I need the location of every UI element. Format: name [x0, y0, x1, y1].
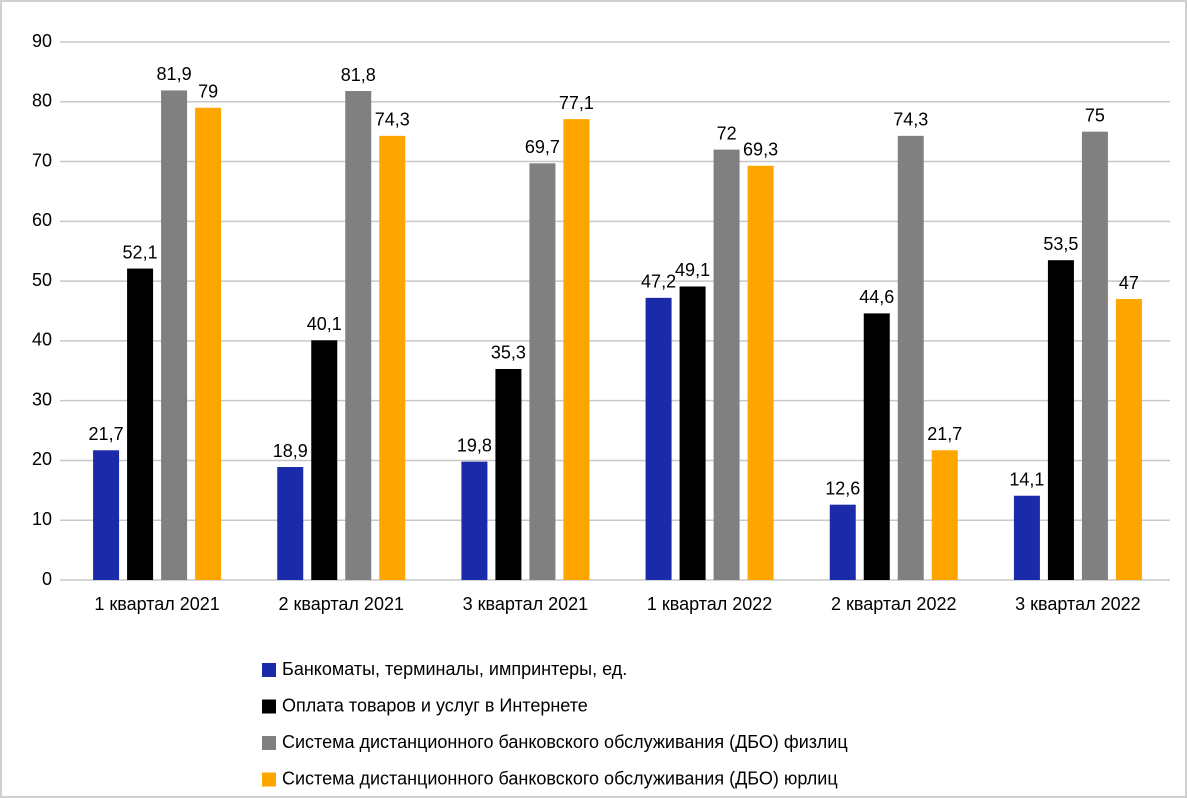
x-tick-label: 2 квартал 2022: [831, 594, 956, 614]
bar: [897, 135, 924, 580]
data-label: 35,3: [491, 343, 526, 363]
bar: [379, 135, 406, 580]
x-tick-label: 3 квартал 2021: [463, 594, 588, 614]
y-tick-label: 40: [32, 330, 52, 350]
bar: [679, 286, 706, 580]
y-tick-label: 80: [32, 91, 52, 111]
data-label: 18,9: [273, 441, 308, 461]
data-label: 49,1: [675, 260, 710, 280]
y-tick-label: 0: [42, 569, 52, 589]
legend-swatch: [262, 699, 276, 714]
bar: [747, 165, 774, 581]
bar: [931, 450, 958, 580]
bar: [277, 467, 304, 580]
data-label: 77,1: [559, 93, 594, 113]
data-label: 81,9: [157, 64, 192, 84]
data-label: 69,7: [525, 137, 560, 157]
data-label: 12,6: [825, 478, 860, 498]
bar: [1013, 495, 1040, 580]
bar: [311, 340, 338, 580]
legend-label: Система дистанционного банковского обслу…: [282, 768, 838, 788]
x-tick-label: 2 квартал 2021: [279, 594, 404, 614]
x-tick-label: 3 квартал 2022: [1015, 594, 1140, 614]
data-label: 81,8: [341, 65, 376, 85]
bar: [1081, 131, 1108, 580]
y-tick-label: 20: [32, 449, 52, 469]
bar: [863, 313, 890, 580]
data-label: 79: [198, 82, 218, 102]
bar: [127, 268, 154, 580]
bar: [195, 107, 222, 580]
data-label: 74,3: [893, 110, 928, 130]
y-tick-label: 90: [32, 31, 52, 51]
y-tick-label: 70: [32, 150, 52, 170]
bar: [563, 119, 590, 580]
data-label: 21,7: [89, 424, 124, 444]
data-label: 40,1: [307, 314, 342, 334]
bar: [495, 368, 522, 580]
bar: [713, 149, 740, 580]
data-label: 47: [1119, 273, 1139, 293]
legend-label: Оплата товаров и услуг в Интернете: [282, 695, 588, 715]
data-label: 44,6: [859, 287, 894, 307]
data-label: 72: [717, 123, 737, 143]
bar: [1047, 260, 1074, 580]
bar: [345, 91, 372, 581]
legend-swatch: [262, 663, 276, 677]
bar: [93, 450, 120, 580]
data-label: 69,3: [743, 139, 778, 159]
legend-label: Система дистанционного банковского обслу…: [282, 732, 848, 752]
y-tick-label: 10: [32, 509, 52, 529]
legend-label: Банкоматы, терминалы, импринтеры, ед.: [282, 659, 627, 679]
data-label: 75: [1085, 105, 1105, 125]
legend-swatch: [262, 736, 276, 750]
data-label: 19,8: [457, 435, 492, 455]
bar: [829, 504, 856, 580]
x-tick-label: 1 квартал 2022: [647, 594, 772, 614]
bar: [461, 461, 488, 580]
bar: [1115, 299, 1142, 580]
bar: [161, 90, 188, 581]
data-label: 21,7: [927, 424, 962, 444]
y-tick-label: 30: [32, 389, 52, 409]
legend-swatch: [262, 772, 276, 787]
data-label: 52,1: [123, 242, 158, 262]
x-tick-label: 1 квартал 2021: [94, 594, 219, 614]
y-tick-label: 50: [32, 270, 52, 290]
y-tick-label: 60: [32, 210, 52, 230]
bar: [529, 163, 556, 581]
data-label: 74,3: [375, 110, 410, 130]
data-label: 14,1: [1009, 469, 1044, 489]
bar: [645, 297, 672, 580]
data-label: 47,2: [641, 272, 676, 292]
data-label: 53,5: [1043, 234, 1078, 254]
